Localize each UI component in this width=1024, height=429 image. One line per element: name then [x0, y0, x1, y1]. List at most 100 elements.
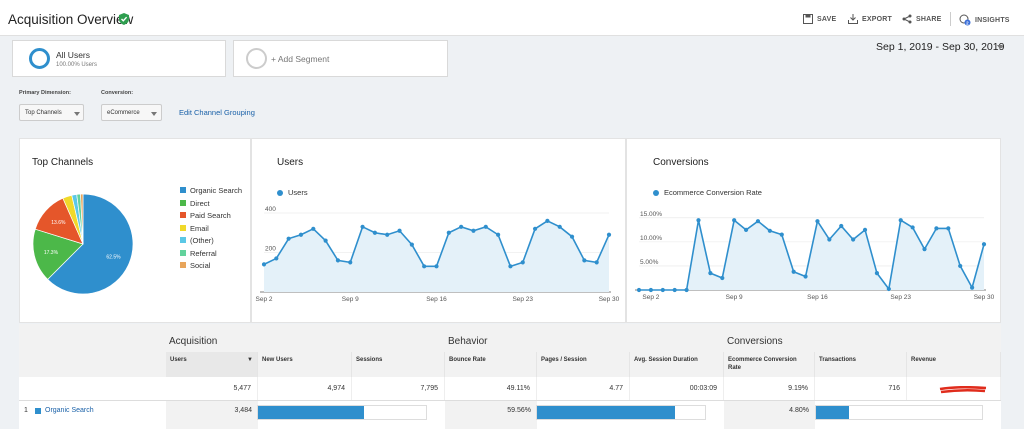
total-new-users: 4,974: [258, 377, 352, 400]
data-point: [446, 230, 451, 235]
data-point: [459, 224, 464, 229]
data-point: [743, 227, 749, 232]
legend-label: Email: [190, 223, 209, 233]
share-button[interactable]: SHARE: [902, 14, 942, 24]
segment-title: All Users: [56, 50, 91, 60]
col-pages-session[interactable]: Pages / Session: [537, 352, 630, 377]
data-point: [839, 223, 844, 229]
insights-badge: 2: [966, 20, 969, 25]
y-tick-label: 15.00%: [640, 211, 662, 218]
conversion-label: Conversion:: [101, 90, 134, 96]
insights-icon: 2: [959, 14, 971, 26]
data-point: [594, 260, 599, 265]
export-label: EXPORT: [862, 15, 892, 23]
x-tick-label: Sep 30: [974, 294, 995, 301]
conversion-select[interactable]: eCommerce: [101, 104, 162, 121]
group-acquisition: Acquisition: [166, 324, 445, 352]
total-revenue-redacted: [907, 377, 1001, 400]
top-channels-title: Top Channels: [32, 157, 94, 168]
col-avg-session-duration[interactable]: Avg. Session Duration: [630, 352, 724, 377]
new-users-bar: [257, 405, 427, 420]
data-point: [684, 287, 689, 293]
total-pages-session: 4.77: [537, 377, 630, 400]
col-transactions[interactable]: Transactions: [815, 352, 907, 377]
data-point: [636, 287, 642, 293]
data-point: [311, 226, 316, 231]
channels-table: Acquisition Behavior Conversions Users ▼ …: [19, 324, 1001, 429]
x-tick-label: Sep 9: [726, 294, 743, 301]
col-bounce-rate[interactable]: Bounce Rate: [445, 352, 537, 377]
data-point: [660, 287, 665, 293]
legend-swatch: [180, 212, 186, 218]
edit-channel-grouping-link[interactable]: Edit Channel Grouping: [179, 108, 255, 117]
new-users-bar-fill: [258, 406, 364, 419]
data-point: [385, 232, 390, 237]
users-legend-label: Users: [288, 188, 308, 197]
data-point: [409, 242, 414, 247]
data-point: [286, 236, 291, 241]
data-point: [672, 287, 677, 293]
data-point: [496, 232, 501, 237]
share-label: SHARE: [916, 15, 942, 23]
row-users: 3,484: [166, 401, 258, 429]
data-point: [981, 242, 987, 247]
conversions-chart-title: Conversions: [653, 157, 709, 168]
col-revenue[interactable]: Revenue: [907, 352, 1001, 377]
conversions-card: Conversions Ecommerce Conversion Rate 15…: [626, 138, 1001, 323]
top-channels-card: Top Channels 62.5% 17.3% 13.6% Organic Sea…: [19, 138, 251, 323]
add-segment-button[interactable]: + Add Segment: [233, 40, 448, 77]
redaction-scribble: [939, 386, 987, 394]
col-users[interactable]: Users ▼: [166, 352, 258, 377]
total-users: 5,477: [166, 377, 258, 400]
primary-dimension-label: Primary Dimension:: [19, 90, 71, 96]
data-point: [557, 224, 562, 229]
verified-shield-icon: [119, 13, 129, 25]
segment-subtitle: 100.00% Users: [56, 62, 98, 68]
primary-dimension-select[interactable]: Top Channels: [19, 104, 84, 121]
col-sessions[interactable]: Sessions: [352, 352, 445, 377]
date-range-picker[interactable]: Sep 1, 2019 - Sep 30, 2019: [876, 41, 1004, 53]
empty-segment-ring-icon: [246, 48, 267, 69]
data-point: [422, 264, 427, 269]
data-point: [767, 228, 772, 233]
save-button[interactable]: SAVE: [803, 14, 836, 24]
data-point: [372, 230, 377, 235]
data-point: [910, 225, 915, 230]
insights-button[interactable]: 2 INSIGHTS: [959, 14, 1010, 26]
data-point: [397, 228, 402, 233]
col-ecommerce-conversion-rate[interactable]: Ecommerce Conversion Rate: [724, 352, 815, 377]
x-tick-label: Sep 23: [512, 296, 533, 303]
col-new-users[interactable]: New Users: [258, 352, 352, 377]
x-tick-label: Sep 16: [807, 294, 828, 301]
data-point: [922, 246, 927, 252]
legend-swatch: [180, 262, 186, 268]
export-button[interactable]: EXPORT: [848, 14, 892, 24]
legend-label: Paid Search: [190, 211, 231, 220]
total-transactions: 716: [815, 377, 907, 400]
legend-label: Referral: [190, 248, 217, 258]
data-point: [803, 274, 808, 279]
row-bounce-rate: 59.56%: [445, 401, 537, 429]
series-area: [639, 220, 984, 290]
toolbar-divider: [950, 12, 951, 26]
data-point: [946, 226, 951, 231]
series-area: [264, 220, 609, 292]
data-point: [970, 285, 975, 290]
export-icon: [848, 14, 858, 24]
data-point: [298, 232, 304, 237]
row-index: 1: [24, 407, 28, 414]
conversions-series-legend: Ecommerce Conversion Rate: [653, 188, 762, 197]
sort-desc-icon: ▼: [247, 357, 253, 363]
pie-slice-label: 17.3%: [44, 250, 59, 256]
segment-all-users[interactable]: All Users 100.00% Users: [12, 40, 226, 77]
insights-label: INSIGHTS: [975, 16, 1010, 24]
data-point: [360, 224, 365, 229]
conversions-legend-label: Ecommerce Conversion Rate: [664, 188, 762, 197]
total-conversion-rate: 9.19%: [724, 377, 815, 400]
users-series-legend: Users: [277, 188, 308, 197]
data-point: [274, 256, 279, 261]
data-point: [569, 234, 575, 239]
top-channels-pie: 62.5% 17.3% 13.6%: [32, 193, 134, 295]
row-channel-link[interactable]: Organic Search: [45, 407, 94, 414]
data-point: [720, 275, 725, 281]
